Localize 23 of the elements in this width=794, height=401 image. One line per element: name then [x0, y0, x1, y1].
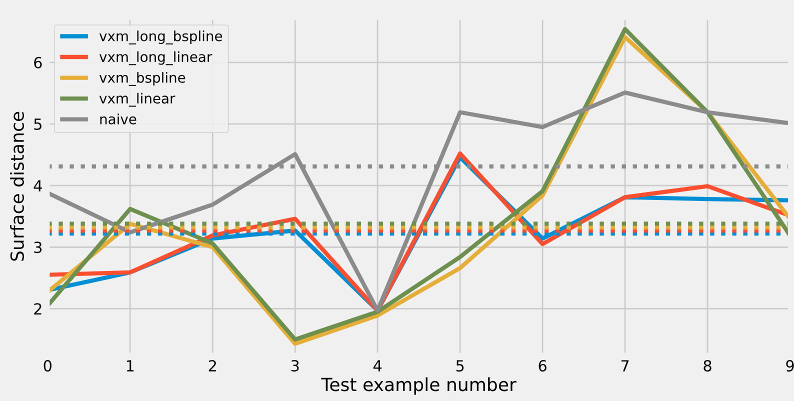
y-tick-label: 6	[34, 56, 42, 68]
y-tick-label: 2	[34, 303, 42, 315]
y-tick-label: 5	[34, 118, 42, 130]
x-tick-label: 7	[621, 360, 629, 372]
x-tick-label: 3	[291, 360, 299, 372]
line-series	[48, 90, 790, 313]
x-tick-label: 9	[786, 360, 794, 372]
legend-label: vxm_bspline	[99, 72, 186, 86]
y-tick-label: 4	[34, 180, 42, 192]
y-axis-title: Surface distance	[10, 112, 24, 261]
x-tick-label: 1	[126, 360, 134, 372]
legend-label: naive	[100, 114, 136, 124]
x-tick-label: 5	[456, 360, 464, 372]
y-tick-label: 3	[34, 242, 42, 254]
legend-label: vxm_long_bspline	[99, 30, 222, 44]
legend-label: vxm_long_linear	[99, 51, 212, 66]
x-tick-label: 8	[704, 360, 712, 372]
x-tick-label: 0	[44, 360, 52, 372]
x-tick-label: 6	[538, 360, 546, 372]
x-tick-label: 2	[208, 360, 216, 372]
x-tick-label: 4	[373, 360, 382, 372]
x-axis-title: Test example number	[321, 377, 516, 395]
legend-label: vxm_linear	[99, 92, 176, 107]
